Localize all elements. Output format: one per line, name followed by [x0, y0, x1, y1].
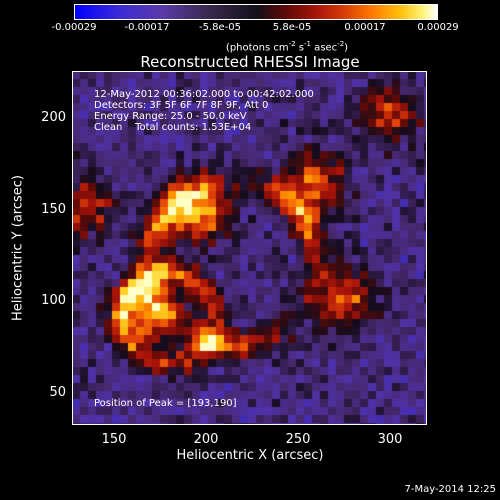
annotation-energy-range: Energy Range: 25.0 - 50.0 keV [94, 111, 247, 122]
heatmap-image [72, 71, 427, 425]
annotation-peak-position: Position of Peak = [193,190] [94, 398, 237, 409]
y-axis-label: Heliocentric Y (arcsec) [10, 175, 26, 321]
y-tick-label: 100 [41, 293, 66, 308]
y-tick-label: 50 [49, 385, 66, 400]
y-tick-label: 200 [41, 110, 66, 125]
chart-title: Reconstructed RHESSI Image [140, 53, 360, 71]
heatmap-plot-area [72, 71, 427, 425]
colorbar [74, 4, 438, 20]
y-tick-label: 150 [41, 202, 66, 217]
x-tick-label: 200 [193, 432, 219, 447]
x-tick-label: 250 [285, 432, 311, 447]
colorbar-tick: -0.00017 [124, 22, 170, 33]
x-tick-label: 150 [101, 432, 127, 447]
colorbar-tick: -5.8e-05 [199, 22, 241, 33]
annotation-clean-counts: Clean Total counts: 1.53E+04 [94, 122, 252, 133]
colorbar-tick: 0.00017 [344, 22, 386, 33]
colorbar-tick: -0.00029 [51, 22, 97, 33]
annotation-time-range: 12-May-2012 00:36:02.000 to 00:42:02.000 [94, 89, 314, 100]
colorbar-tick: 0.00029 [417, 22, 459, 33]
colorbar-units: (photons cm-2 s-1 asec-2) [225, 40, 349, 54]
x-axis-label: Heliocentric X (arcsec) [176, 448, 324, 463]
x-tick-label: 300 [377, 432, 403, 447]
timestamp: 7-May-2014 12:25 [404, 484, 496, 495]
annotation-detectors: Detectors: 3F 5F 6F 7F 8F 9F, Att 0 [94, 100, 269, 111]
colorbar-tick: 5.8e-05 [272, 22, 312, 33]
